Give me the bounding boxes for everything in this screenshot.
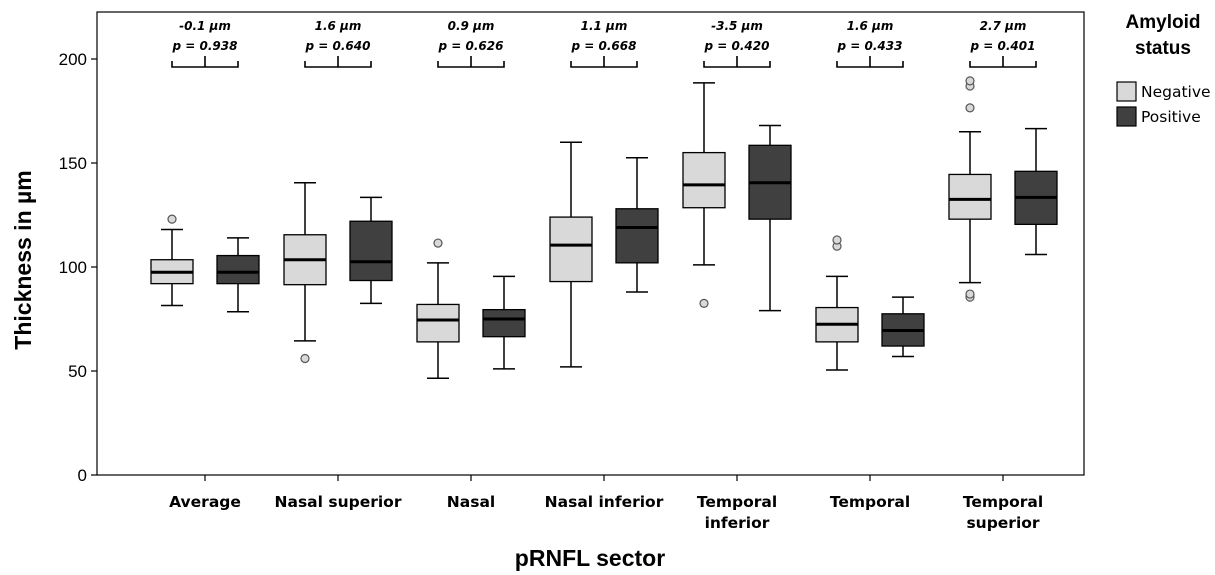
box-positive xyxy=(881,296,925,358)
x-category-label-line: Nasal xyxy=(447,493,495,511)
mean-difference-label: -0.1 µm xyxy=(179,19,231,33)
significance-bracket xyxy=(570,56,638,68)
y-tick-label: 100 xyxy=(59,258,87,277)
box-negative xyxy=(283,182,327,364)
legend-label: Negative xyxy=(1141,83,1211,101)
series-positive xyxy=(216,124,1058,370)
x-category-label: Nasal xyxy=(447,493,495,511)
box-negative xyxy=(150,214,194,307)
x-category-label-line: Nasal inferior xyxy=(545,493,664,511)
significance-bracket xyxy=(171,56,239,68)
p-value-label: p = 0.626 xyxy=(438,39,504,53)
x-category-label-line: Temporal xyxy=(963,493,1043,511)
mean-difference-label: 2.7 µm xyxy=(980,19,1027,33)
outlier-point xyxy=(300,353,310,364)
box-positive xyxy=(615,157,659,293)
mean-difference-label: -3.5 µm xyxy=(711,19,763,33)
box-positive xyxy=(216,237,260,313)
outlier-point xyxy=(167,214,177,224)
p-value-label: p = 0.433 xyxy=(837,39,903,53)
legend-title-line-2: status xyxy=(1135,38,1191,59)
iqr-box xyxy=(482,308,526,338)
box-positive xyxy=(1014,127,1058,256)
p-value-label: p = 0.938 xyxy=(172,39,238,53)
x-axis-title: pRNFL sector xyxy=(515,545,665,571)
x-category-label: Temporal xyxy=(830,493,910,511)
x-category-label: Temporal inferior xyxy=(697,493,777,532)
iqr-box xyxy=(682,151,726,209)
y-axis: 0 50 100 150 200 xyxy=(59,50,97,485)
iqr-box xyxy=(549,216,593,283)
plot-frame xyxy=(96,11,1085,476)
outlier-point xyxy=(965,76,975,86)
legend-swatch xyxy=(1116,106,1137,127)
box-negative xyxy=(948,76,992,302)
significance-bracket xyxy=(304,56,372,68)
x-category-label: Nasal inferior xyxy=(545,493,664,511)
x-category-label: Temporal superior xyxy=(963,493,1043,532)
significance-bracket xyxy=(703,56,771,68)
mean-difference-label: 1.1 µm xyxy=(581,19,628,33)
x-category-label-line: Temporal xyxy=(697,493,777,511)
p-value-label: p = 0.668 xyxy=(571,39,637,53)
box-positive xyxy=(349,196,393,305)
iqr-box xyxy=(349,220,393,282)
box-negative xyxy=(416,238,460,380)
p-value-label: p = 0.420 xyxy=(704,39,770,53)
significance-bracket xyxy=(836,56,904,68)
plot-area xyxy=(96,11,1085,476)
iqr-box xyxy=(615,208,659,264)
iqr-box xyxy=(416,303,460,343)
legend-title-line-1: Amyloid xyxy=(1126,12,1201,33)
box-negative xyxy=(682,82,726,308)
x-category-label-line: inferior xyxy=(705,514,770,532)
outlier-point xyxy=(965,289,975,299)
x-axis: Average Nasal superior Nasal Nasal inferior… xyxy=(169,475,1043,532)
mean-difference-label: 1.6 µm xyxy=(847,19,894,33)
legend-label: Positive xyxy=(1141,108,1201,126)
x-category-label-line: superior xyxy=(966,514,1039,532)
box-series xyxy=(150,76,1058,380)
iqr-box xyxy=(948,173,992,220)
outlier-point xyxy=(433,238,443,248)
x-category-label-line: Nasal superior xyxy=(275,493,402,511)
mean-difference-label: 1.6 µm xyxy=(315,19,362,33)
outlier-point xyxy=(832,235,842,245)
outlier-point xyxy=(699,298,709,308)
legend-swatch xyxy=(1116,81,1137,102)
outlier-point xyxy=(965,103,975,113)
box-positive xyxy=(748,124,792,312)
significance-bracket xyxy=(969,56,1037,68)
box-negative xyxy=(549,141,593,368)
p-value-label: p = 0.640 xyxy=(305,39,371,53)
series-negative xyxy=(150,76,992,380)
box-negative xyxy=(815,235,859,371)
box-positive xyxy=(482,275,526,370)
y-tick-label: 50 xyxy=(68,362,87,381)
y-tick-label: 0 xyxy=(78,466,87,485)
significance-annotations: -0.1 µm p = 0.938 1.6 µm p = 0.640 0.9 µm p =… xyxy=(171,19,1037,68)
x-category-label-line: Average xyxy=(169,493,241,511)
iqr-box xyxy=(216,254,260,285)
x-category-label: Nasal superior xyxy=(275,493,402,511)
y-tick-label: 150 xyxy=(59,154,87,173)
p-value-label: p = 0.401 xyxy=(970,39,1036,53)
mean-difference-label: 0.9 µm xyxy=(448,19,495,33)
legend: Amyloid status Negative Positive xyxy=(1116,12,1211,127)
y-axis-title: Thickness in µm xyxy=(10,170,36,349)
significance-bracket xyxy=(437,56,505,68)
y-tick-label: 200 xyxy=(59,50,87,69)
x-category-label-line: Temporal xyxy=(830,493,910,511)
x-category-label: Average xyxy=(169,493,241,511)
